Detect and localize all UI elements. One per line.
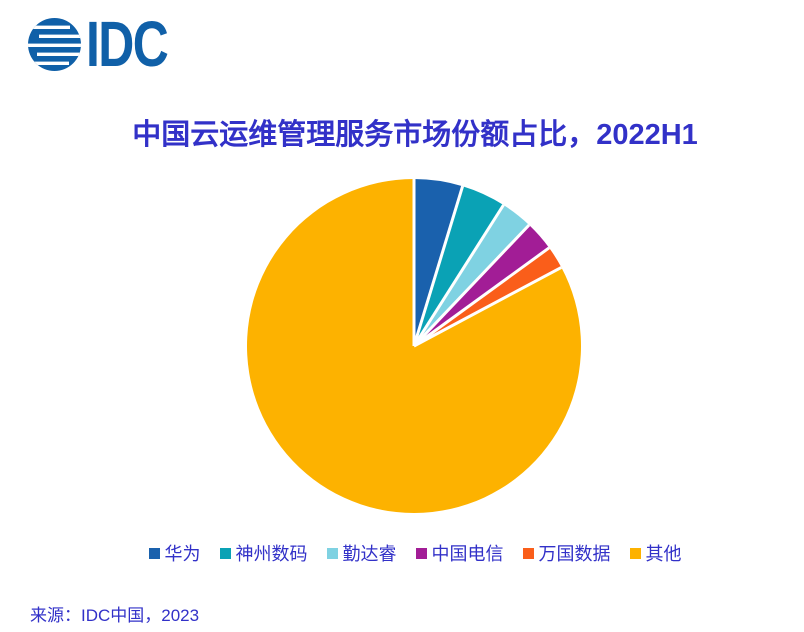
legend-swatch (629, 547, 641, 559)
slice-separator (412, 185, 465, 347)
chart-legend: 华为 神州数码 勤达睿 中国电信 万国数据 其他 (26, 540, 804, 566)
legend-item-1: 神州数码 (219, 540, 308, 566)
legend-item-2: 勤达睿 (326, 540, 397, 566)
slice-separator (413, 266, 563, 348)
idc-logo: IDC (28, 7, 190, 80)
pie-slice-4 (414, 247, 562, 346)
pie-slice-3 (414, 224, 550, 346)
legend-label: 神州数码 (235, 544, 308, 564)
legend-label: 中国电信 (431, 544, 504, 564)
legend-item-3: 中国电信 (415, 540, 504, 566)
legend-item-4: 万国数据 (522, 540, 611, 566)
legend-swatch (522, 547, 534, 559)
legend-label: 其他 (645, 544, 682, 564)
chart-title: 中国云运维管理服务市场份额占比，2022H1 (132, 119, 698, 151)
legend-item-0: 华为 (148, 540, 201, 566)
legend-label: 华为 (164, 544, 201, 564)
slice-separator (413, 246, 550, 348)
pie-slice-2 (414, 205, 530, 346)
legend-label: 万国数据 (538, 544, 611, 564)
pie-chart (246, 179, 581, 513)
legend-swatch (219, 547, 231, 559)
source-note: 来源：IDC中国，2023 (30, 606, 200, 625)
legend-swatch (326, 547, 338, 559)
slice-separator (412, 204, 505, 347)
legend-swatch (415, 547, 427, 559)
logo-text: IDC (86, 7, 169, 80)
globe-icon (28, 17, 81, 71)
legend-swatch (148, 547, 160, 559)
slice-separator (412, 223, 531, 348)
legend-label: 勤达睿 (342, 544, 397, 564)
legend-item-5: 其他 (629, 540, 682, 566)
pie-slice-1 (414, 186, 504, 346)
